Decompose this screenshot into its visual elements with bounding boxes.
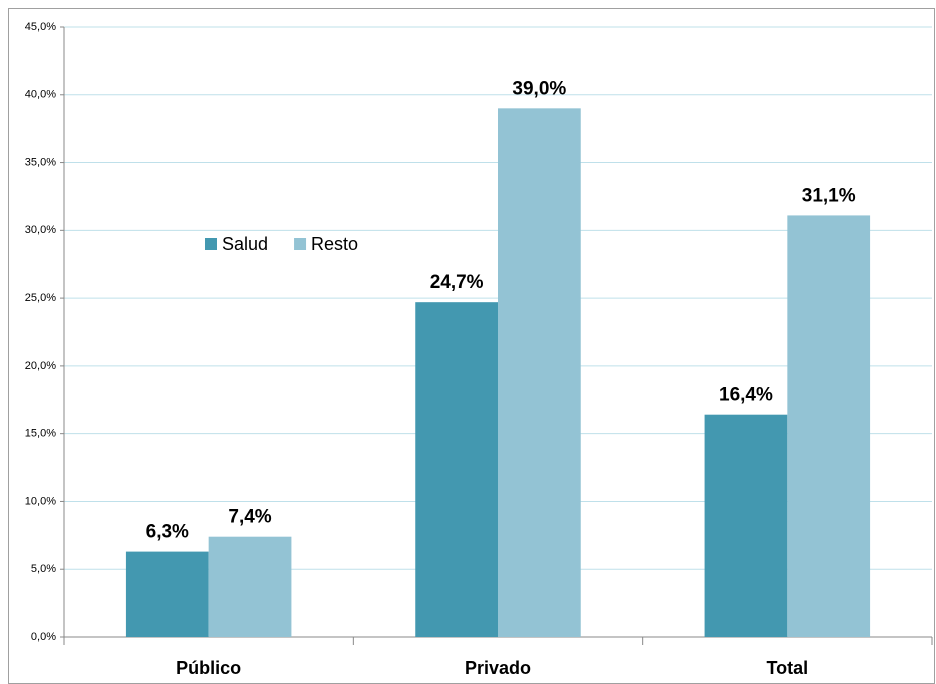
bar (125, 551, 209, 637)
legend-label: Resto (311, 234, 358, 254)
y-tick-label: 15,0% (25, 428, 56, 440)
y-tick-label: 25,0% (25, 292, 56, 304)
y-tick-label: 20,0% (25, 360, 56, 372)
value-label: 24,7% (430, 272, 484, 293)
legend-swatch (205, 238, 217, 250)
bar (498, 108, 581, 638)
value-label: 31,1% (802, 185, 856, 206)
y-tick-label: 10,0% (25, 495, 56, 507)
y-tick-label: 0,0% (31, 631, 56, 643)
y-tick-label: 45,0% (25, 21, 56, 33)
x-tick-label: Privado (465, 658, 531, 678)
value-label: 7,4% (228, 507, 271, 528)
y-tick-label: 40,0% (25, 89, 56, 101)
x-tick-label: Total (766, 658, 808, 678)
legend-label: Salud (222, 234, 268, 254)
y-tick-label: 35,0% (25, 156, 56, 168)
x-tick-label: Público (176, 658, 241, 678)
value-label: 39,0% (512, 78, 566, 99)
legend-swatch (294, 238, 307, 250)
bar (787, 215, 871, 637)
bar (208, 536, 292, 637)
value-label: 6,3% (146, 522, 189, 543)
y-tick-label: 30,0% (25, 224, 56, 236)
y-tick-label: 5,0% (31, 563, 56, 575)
bar (415, 302, 498, 637)
bar (704, 414, 788, 637)
value-label: 16,4% (719, 385, 773, 406)
